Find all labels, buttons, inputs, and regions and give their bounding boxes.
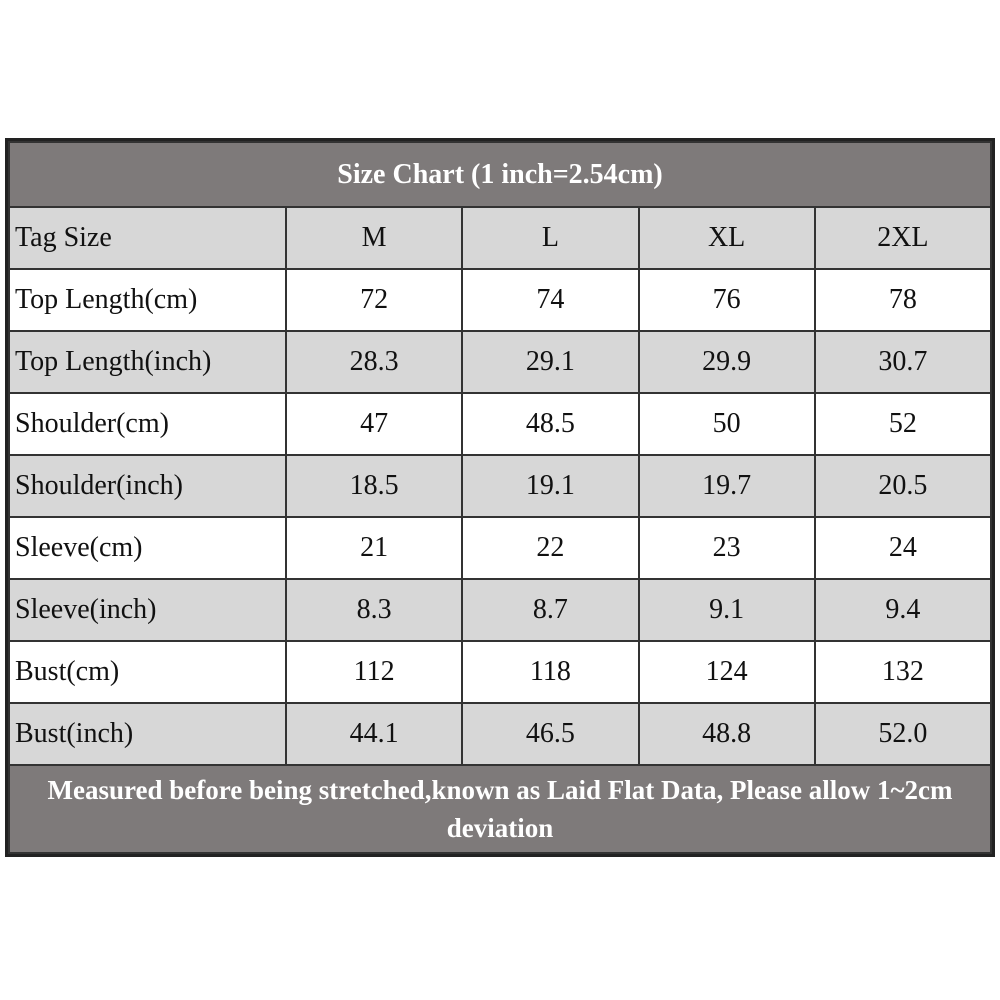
cell: 46.5 (461, 702, 640, 766)
data-row: Bust(inch) 44.1 46.5 48.8 52.0 (8, 702, 993, 766)
cell: 19.7 (637, 454, 816, 518)
cell: 78 (813, 268, 993, 332)
cell: 52 (813, 392, 993, 456)
cell: 47 (284, 392, 464, 456)
cell: 76 (637, 268, 816, 332)
cell: 29.1 (461, 330, 640, 394)
cell: 124 (637, 640, 816, 704)
size-chart: Size Chart (1 inch=2.54cm) Tag Size M L XL 2X… (5, 138, 995, 857)
note-row: Measured before being stretched,known as… (8, 764, 992, 854)
cell: 18.5 (284, 454, 464, 518)
cell: 30.7 (813, 330, 993, 394)
cell: 21 (284, 516, 464, 580)
header-cell: M (284, 206, 464, 270)
cell: 20.5 (813, 454, 993, 518)
data-row: Shoulder(cm) 47 48.5 50 52 (8, 392, 993, 456)
row-label: Shoulder(inch) (8, 454, 287, 518)
cell: 22 (461, 516, 640, 580)
header-cell: L (461, 206, 640, 270)
cell: 112 (284, 640, 464, 704)
cell: 19.1 (461, 454, 640, 518)
data-row: Bust(cm) 112 118 124 132 (8, 640, 993, 704)
header-cell: XL (637, 206, 816, 270)
row-label: Bust(cm) (8, 640, 287, 704)
data-row: Sleeve(cm) 21 22 23 24 (8, 516, 993, 580)
data-row: Top Length(inch) 28.3 29.1 29.9 30.7 (8, 330, 993, 394)
cell: 48.8 (637, 702, 816, 766)
cell: 132 (813, 640, 993, 704)
cell: 8.7 (461, 578, 640, 642)
row-label: Shoulder(cm) (8, 392, 287, 456)
cell: 44.1 (284, 702, 464, 766)
row-label: Top Length(inch) (8, 330, 287, 394)
row-label: Sleeve(cm) (8, 516, 287, 580)
cell: 23 (637, 516, 816, 580)
data-row: Top Length(cm) 72 74 76 78 (8, 268, 993, 332)
header-cell: Tag Size (8, 206, 287, 270)
cell: 52.0 (813, 702, 993, 766)
note: Measured before being stretched,known as… (8, 764, 992, 854)
data-row: Shoulder(inch) 18.5 19.1 19.7 20.5 (8, 454, 993, 518)
header-cell: 2XL (813, 206, 993, 270)
cell: 9.1 (637, 578, 816, 642)
cell: 50 (637, 392, 816, 456)
cell: 74 (461, 268, 640, 332)
cell: 48.5 (461, 392, 640, 456)
cell: 29.9 (637, 330, 816, 394)
cell: 28.3 (284, 330, 464, 394)
cell: 8.3 (284, 578, 464, 642)
cell: 118 (461, 640, 640, 704)
table-title: Size Chart (1 inch=2.54cm) (8, 141, 992, 208)
size-table: Size Chart (1 inch=2.54cm) Tag Size M L XL 2X… (8, 141, 993, 854)
cell: 24 (813, 516, 993, 580)
cell: 9.4 (813, 578, 993, 642)
row-label: Bust(inch) (8, 702, 287, 766)
title-row: Size Chart (1 inch=2.54cm) (8, 141, 992, 208)
row-label: Top Length(cm) (8, 268, 287, 332)
data-row: Sleeve(inch) 8.3 8.7 9.1 9.4 (8, 578, 993, 642)
header-row: Tag Size M L XL 2XL (8, 206, 993, 270)
row-label: Sleeve(inch) (8, 578, 287, 642)
cell: 72 (284, 268, 464, 332)
